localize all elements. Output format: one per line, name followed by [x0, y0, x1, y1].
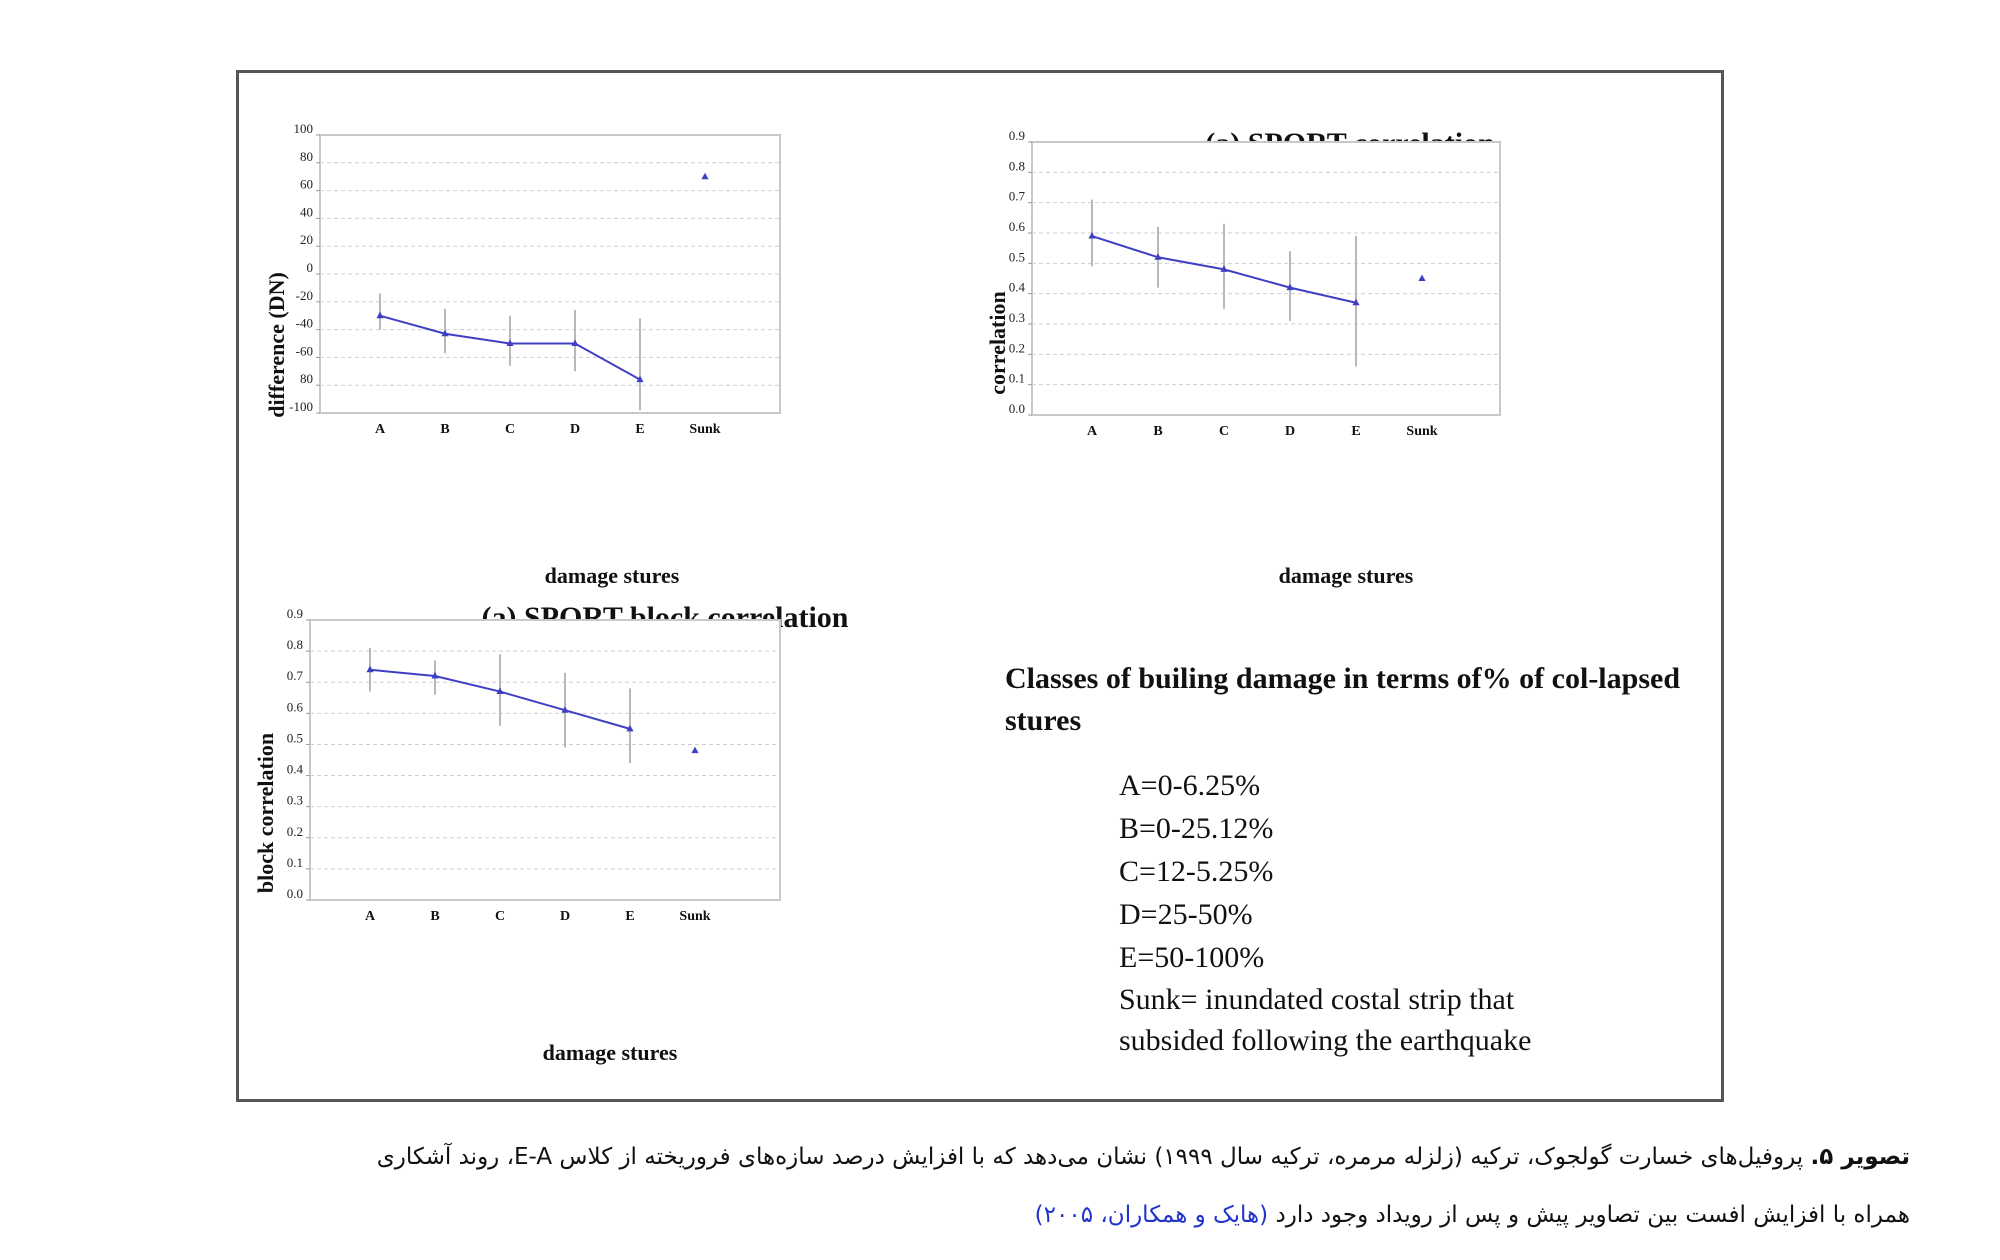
y-axis-label: correlation [985, 291, 1010, 394]
y-tick-label: 20 [300, 232, 313, 247]
figure-caption: تصویر ۵. پروفیل‌های خسارت گولجوک، ترکیه … [80, 1128, 1910, 1244]
data-point [561, 706, 569, 713]
caption-reference-link[interactable]: (هایک و همکاران، ۲۰۰۵) [1034, 1202, 1269, 1228]
y-tick-label: -40 [296, 316, 313, 331]
caption-label: تصویر ۵. [1810, 1144, 1910, 1170]
x-tick-label: E [1351, 424, 1360, 439]
y-tick-label: 0.7 [1009, 189, 1026, 204]
data-point [691, 746, 699, 754]
plot-frame [309, 619, 781, 901]
data-point [441, 329, 449, 337]
plot-area: 0.9 0.8 0.7 0.6 0.5 0.4 0.3 0.2 0.1 0.0 A B C D E Sunk [287, 606, 781, 924]
x-tick-label: Sunk [689, 422, 720, 437]
y-tick-label: 0.5 [1009, 249, 1025, 264]
data-point [571, 339, 579, 346]
x-tick-label: D [570, 422, 580, 437]
y-tick-label: 0.2 [1009, 340, 1025, 355]
x-tick-label: Sunk [679, 909, 710, 924]
caption-line-2: همراه با افزایش افست بین تصاویر پیش و پس… [80, 1186, 1910, 1244]
x-tick-label: B [1153, 424, 1162, 439]
y-tick-label: 0.3 [287, 793, 303, 808]
y-tick-label: 0 [307, 260, 314, 275]
legend-class-item: C=12-5.25% [1119, 855, 1274, 888]
x-tick-label: C [1219, 424, 1229, 439]
data-point [376, 311, 384, 319]
data-point [636, 375, 644, 383]
legend-class-item: A=0-6.25% [1119, 769, 1261, 802]
data-point [366, 665, 374, 673]
y-tick-label: 0.2 [287, 824, 303, 839]
chart-sport-correlation: (a) SPORT correlation correlation damage… [985, 127, 1501, 588]
y-tick-label: 40 [300, 204, 313, 219]
data-point [1418, 274, 1426, 281]
data-point [431, 672, 439, 679]
x-axis-label: damage stures [543, 1040, 678, 1065]
y-tick-label: 60 [300, 177, 313, 192]
caption-text: پروفیل‌های خسارت گولجوک، ترکیه (زلزله مر… [376, 1144, 1811, 1170]
y-tick-label: 0.7 [287, 668, 304, 683]
y-tick-label: 0.8 [287, 637, 303, 652]
y-tick-label: 0.4 [287, 762, 304, 777]
y-tick-label: 0.6 [1009, 219, 1026, 234]
y-axis-label: block correlation [253, 733, 278, 893]
y-tick-label: 0.4 [1009, 280, 1026, 295]
y-tick-label: 0.0 [1009, 401, 1025, 416]
data-point [1352, 298, 1360, 306]
x-tick-label: C [505, 422, 515, 437]
x-tick-label: E [635, 422, 644, 437]
x-tick-label: E [625, 909, 634, 924]
legend-class-item: D=25-50% [1119, 898, 1253, 931]
y-tick-label: 0.3 [1009, 310, 1025, 325]
y-tick-label: -20 [296, 288, 313, 303]
y-tick-label: -100 [289, 399, 313, 414]
legend-heading: Classes of builing damage in terms of% o… [1005, 662, 1680, 737]
y-tick-label: 0.8 [1009, 158, 1025, 173]
x-tick-label: B [440, 422, 449, 437]
y-axis-label: difference (DN) [264, 272, 289, 418]
x-tick-label: D [560, 909, 570, 924]
chart-sport-block-correlation: (a) SPORT block correlation block correl… [253, 601, 849, 1065]
data-point [701, 172, 709, 180]
data-point [1220, 265, 1228, 272]
x-tick-label: D [1285, 424, 1295, 439]
data-point [496, 687, 504, 695]
data-point [1154, 253, 1162, 260]
y-tick-label: 80 [300, 149, 313, 164]
y-tick-label: -60 [296, 343, 313, 358]
legend-class-item: E=50-100% [1119, 941, 1265, 974]
x-tick-label: C [495, 909, 505, 924]
x-axis-label: damage stures [1279, 563, 1414, 588]
y-tick-label: 0.9 [287, 606, 303, 621]
plot-frame [319, 134, 781, 414]
y-tick-label: 0.1 [287, 855, 303, 870]
plot-frame [1031, 141, 1501, 416]
y-tick-label: 100 [294, 121, 314, 136]
y-tick-label: 80 [300, 371, 313, 386]
x-tick-label: B [430, 909, 439, 924]
data-point [626, 724, 634, 732]
legend-sunk-description: Sunk= inundated costal strip that subsid… [1119, 983, 1532, 1057]
caption-text: همراه با افزایش افست بین تصاویر پیش و پس… [1268, 1202, 1910, 1228]
x-tick-label: A [365, 909, 376, 924]
legend-class-item: B=0-25.12% [1119, 812, 1274, 845]
plot-area: 100 80 60 40 20 0 -20 -40 -60 80 -100 A B C D E Sunk [289, 121, 781, 437]
data-point [1088, 232, 1096, 239]
data-point [506, 339, 514, 346]
damage-classes-legend: Classes of builing damage in terms of% o… [1005, 658, 1705, 1061]
data-point [1286, 283, 1294, 291]
legend-class-list: A=0-6.25% B=0-25.12% C=12-5.25% D=25-50%… [1119, 764, 1705, 979]
x-axis-label: damage stures [545, 563, 680, 588]
y-tick-label: 0.0 [287, 886, 303, 901]
y-tick-label: 0.9 [1009, 128, 1025, 143]
caption-line-1: تصویر ۵. پروفیل‌های خسارت گولجوک، ترکیه … [80, 1128, 1910, 1186]
y-tick-label: 0.6 [287, 699, 304, 714]
x-tick-label: A [1087, 424, 1098, 439]
x-tick-label: Sunk [1406, 424, 1437, 439]
y-tick-label: 0.1 [1009, 371, 1025, 386]
plot-area: 0.9 0.8 0.7 0.6 0.5 0.4 0.3 0.2 0.1 0.0 A B C D E Sunk [1009, 128, 1501, 439]
x-tick-label: A [375, 422, 386, 437]
y-tick-label: 0.5 [287, 730, 303, 745]
chart-sport-difference: (a) SPORT difference difference (DN) dam… [264, 121, 781, 588]
